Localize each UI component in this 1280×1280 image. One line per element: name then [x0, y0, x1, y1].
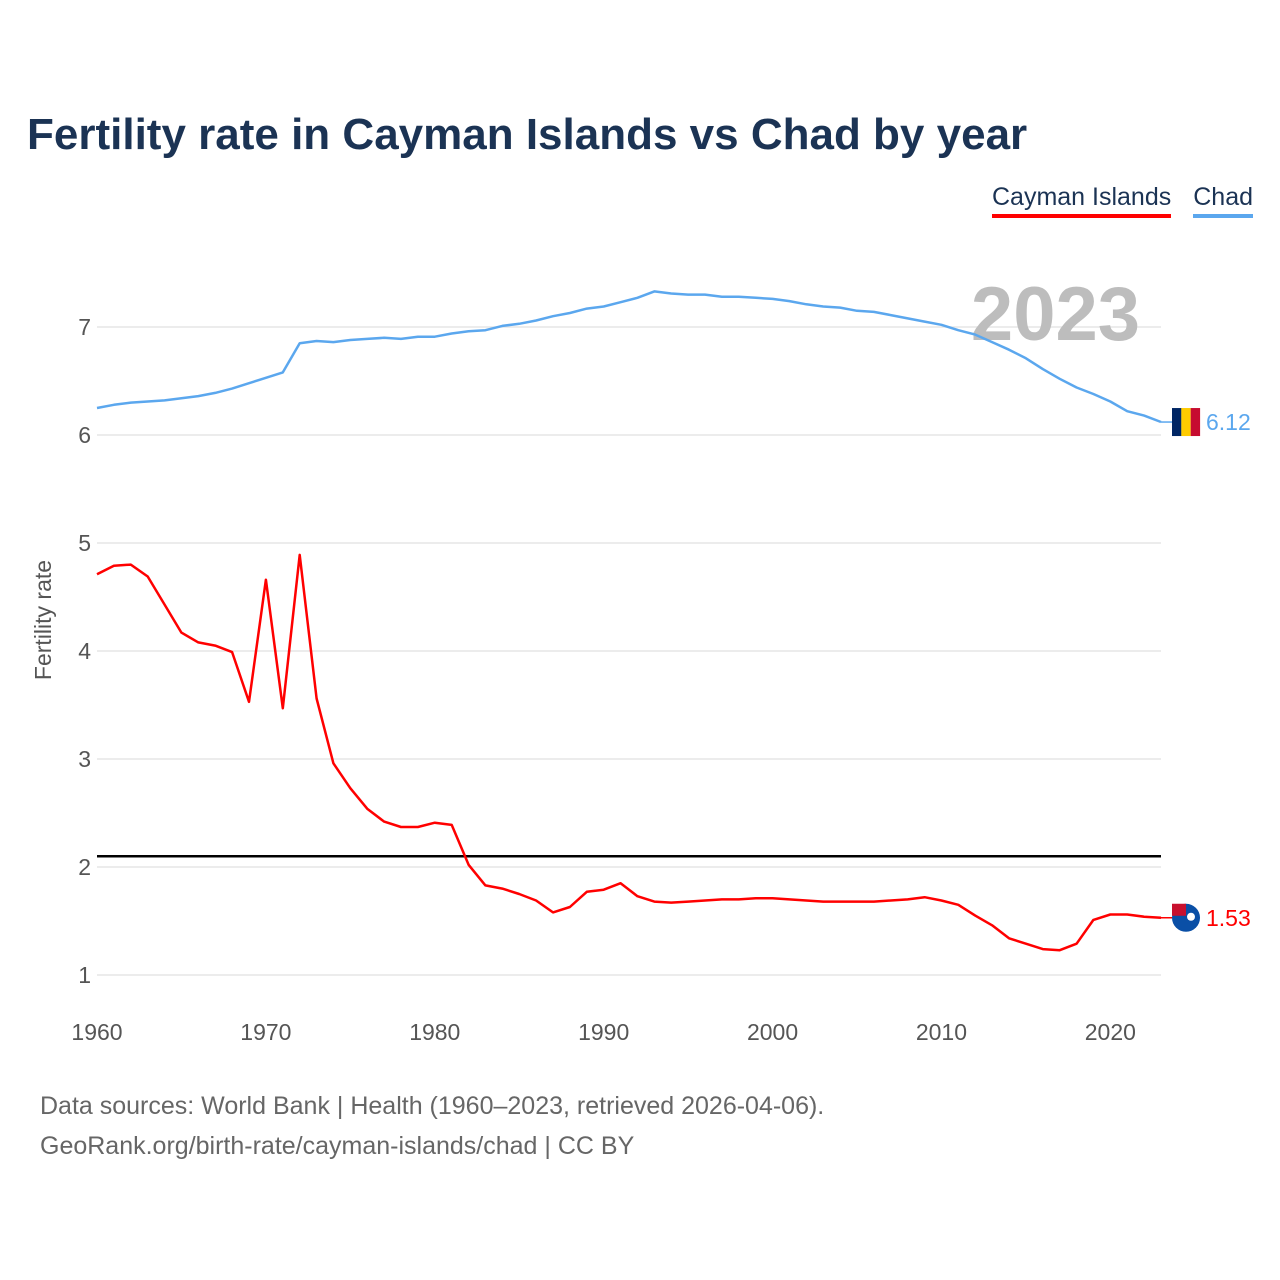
y-tick-label: 5 — [78, 530, 91, 556]
y-tick-label: 4 — [78, 638, 91, 664]
series-line-cayman-islands — [96, 553, 1162, 952]
x-tick-label: 2000 — [747, 1019, 798, 1045]
y-tick-label: 2 — [78, 854, 91, 880]
legend-cayman-islands[interactable]: Cayman Islands — [991, 183, 1172, 218]
y-tick-label: 1 — [78, 962, 91, 988]
chart-title: Fertility rate in Cayman Islands vs Chad… — [27, 110, 1028, 159]
y-tick-label: 3 — [78, 746, 91, 772]
x-tick-label: 2010 — [916, 1019, 967, 1045]
y-tick-label: 7 — [78, 314, 91, 340]
flag-cayman-union — [1172, 903, 1186, 916]
x-tick-label: 1990 — [578, 1019, 629, 1045]
x-tick-label: 2020 — [1085, 1019, 1136, 1045]
flag-chad-red — [1190, 408, 1201, 437]
year-label: 2023 — [971, 272, 1140, 357]
y-axis-label: Fertility rate — [30, 560, 56, 680]
end-value-label: 6.12 — [1206, 409, 1251, 435]
source-link[interactable]: GeoRank.org/birth-rate/cayman-islands/ch… — [40, 1132, 635, 1160]
x-tick-label: 1980 — [409, 1019, 460, 1045]
x-tick-label: 1960 — [71, 1019, 122, 1045]
x-tick-label: 1970 — [240, 1019, 291, 1045]
y-tick-label: 6 — [78, 422, 91, 448]
footer: Data sources: World Bank | Health (1960–… — [40, 1086, 824, 1166]
legend-chad[interactable]: Chad — [1193, 183, 1253, 218]
flag-chad-blue — [1172, 408, 1182, 437]
flag-chad-yellow — [1181, 408, 1191, 437]
end-value-label: 1.53 — [1206, 905, 1251, 931]
data-source: Data sources: World Bank | Health (1960–… — [40, 1092, 825, 1120]
series-line-chad — [96, 290, 1162, 424]
flag-cayman-crest — [1187, 912, 1195, 921]
legend: Cayman Islands Chad — [991, 183, 1253, 218]
